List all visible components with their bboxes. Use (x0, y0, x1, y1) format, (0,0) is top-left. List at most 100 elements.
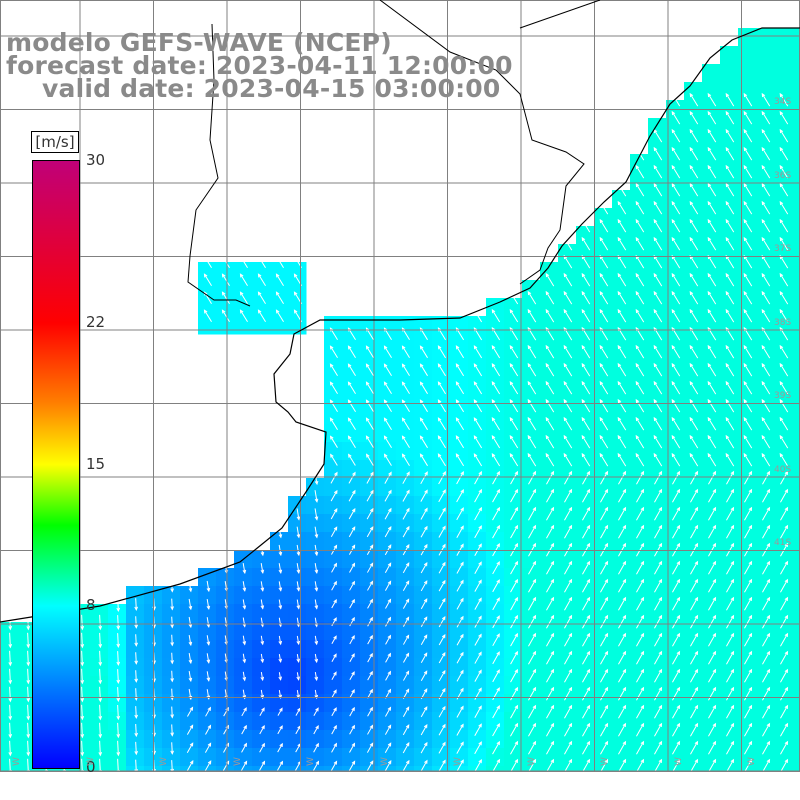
speed-cell (432, 496, 451, 515)
speed-cell (576, 658, 595, 677)
speed-cell (396, 730, 415, 749)
wind-arrow (420, 759, 428, 772)
wind-arrow (365, 435, 374, 449)
wind-arrow (636, 614, 645, 629)
wind-arrow (492, 597, 500, 611)
wind-arrow (743, 398, 753, 413)
wind-arrow (314, 689, 319, 700)
speed-cell (702, 640, 721, 659)
wind-arrow (725, 452, 735, 467)
speed-cell (504, 568, 523, 587)
speed-cell (558, 712, 577, 731)
wind-arrow (618, 470, 627, 485)
wind-arrow (690, 524, 699, 539)
speed-cell (756, 298, 775, 317)
wind-arrow (438, 561, 446, 574)
wind-arrow (546, 506, 555, 521)
speed-cell (594, 586, 613, 605)
speed-cell (702, 676, 721, 695)
wind-arrow (509, 434, 519, 449)
wind-arrow (474, 669, 482, 682)
speed-cell (0, 676, 19, 695)
speed-cell (342, 748, 361, 767)
speed-cell (738, 136, 757, 155)
wind-arrow (527, 452, 537, 467)
latitude-label: 34S (774, 97, 792, 107)
speed-cell (432, 586, 451, 605)
wind-arrow (383, 453, 392, 466)
wind-arrow (240, 760, 248, 771)
wind-arrow (474, 470, 482, 485)
wind-arrow (367, 652, 373, 663)
speed-cell (738, 496, 757, 515)
speed-cell (522, 388, 541, 407)
wind-arrow (761, 380, 771, 395)
speed-cell (252, 550, 271, 569)
wind-arrow (401, 399, 410, 413)
wind-arrow (510, 506, 519, 521)
wind-arrow (384, 562, 392, 573)
speed-cell (720, 604, 739, 623)
speed-cell (738, 64, 757, 83)
speed-cell (18, 694, 37, 713)
lat-lon-grid (0, 0, 800, 772)
wind-arrow (671, 254, 681, 269)
speed-cell (306, 568, 325, 587)
wind-arrow (564, 578, 573, 593)
wind-arrow (204, 742, 212, 753)
speed-cell (648, 208, 667, 227)
speed-cell (738, 604, 757, 623)
speed-cell (756, 406, 775, 425)
speed-cell (522, 496, 541, 515)
wind-arrow (672, 722, 681, 737)
wind-arrow (420, 706, 428, 718)
speed-cell (576, 226, 595, 245)
speed-cell (720, 280, 739, 299)
speed-cell (666, 298, 685, 317)
speed-cell (306, 712, 325, 731)
wind-arrow (206, 617, 211, 628)
wind-arrow (98, 740, 103, 757)
speed-cell (540, 334, 559, 353)
speed-cell (396, 550, 415, 569)
speed-cell (720, 316, 739, 335)
wind-arrow (636, 632, 645, 647)
speed-cell (288, 550, 307, 569)
speed-cell (378, 496, 397, 515)
speed-cell (432, 730, 451, 749)
wind-arrow (672, 524, 681, 539)
speed-cell (666, 424, 685, 443)
wind-arrow (581, 308, 591, 323)
speed-cell (738, 244, 757, 263)
wind-arrow (546, 740, 555, 755)
wind-arrow (456, 633, 464, 646)
speed-cell (432, 334, 451, 353)
wind-arrow (564, 560, 573, 575)
speed-cell (396, 316, 415, 335)
wind-arrow (708, 470, 717, 485)
wind-arrow (366, 760, 374, 772)
wind-arrow (80, 650, 85, 667)
wind-arrow (367, 688, 373, 699)
speed-cell (774, 64, 793, 83)
speed-cell (234, 586, 253, 605)
speed-cell (684, 190, 703, 209)
wind-arrow (509, 308, 519, 323)
wind-arrow (366, 562, 374, 573)
speed-cell (234, 694, 253, 713)
speed-cell (360, 730, 379, 749)
speed-cell (396, 370, 415, 389)
wind-arrow (383, 345, 392, 359)
speed-cell (216, 712, 235, 731)
speed-cell (720, 226, 739, 245)
wind-arrow (275, 291, 284, 305)
speed-cell (720, 694, 739, 713)
wind-arrow (420, 723, 428, 736)
wind-arrow (617, 452, 627, 467)
speed-cell (648, 406, 667, 425)
speed-cell (774, 82, 793, 101)
wind-arrow (671, 290, 681, 305)
speed-cell (756, 172, 775, 191)
speed-cell (774, 694, 793, 713)
speed-cell (594, 442, 613, 461)
